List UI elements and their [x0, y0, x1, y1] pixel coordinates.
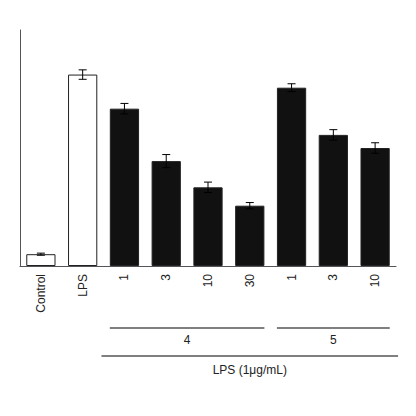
- svg-text:LPS: LPS: [76, 274, 90, 297]
- svg-text:30: 30: [243, 274, 257, 288]
- svg-text:10: 10: [201, 274, 215, 288]
- svg-text:3: 3: [326, 274, 340, 281]
- svg-text:1: 1: [285, 274, 299, 281]
- svg-text:Control: Control: [34, 274, 48, 313]
- svg-text:10: 10: [368, 274, 382, 288]
- svg-text:1: 1: [117, 274, 131, 281]
- svg-text:4: 4: [184, 333, 191, 347]
- svg-text:LPS (1μg/mL): LPS (1μg/mL): [213, 363, 287, 377]
- svg-text:5: 5: [330, 333, 337, 347]
- svg-text:3: 3: [159, 274, 173, 281]
